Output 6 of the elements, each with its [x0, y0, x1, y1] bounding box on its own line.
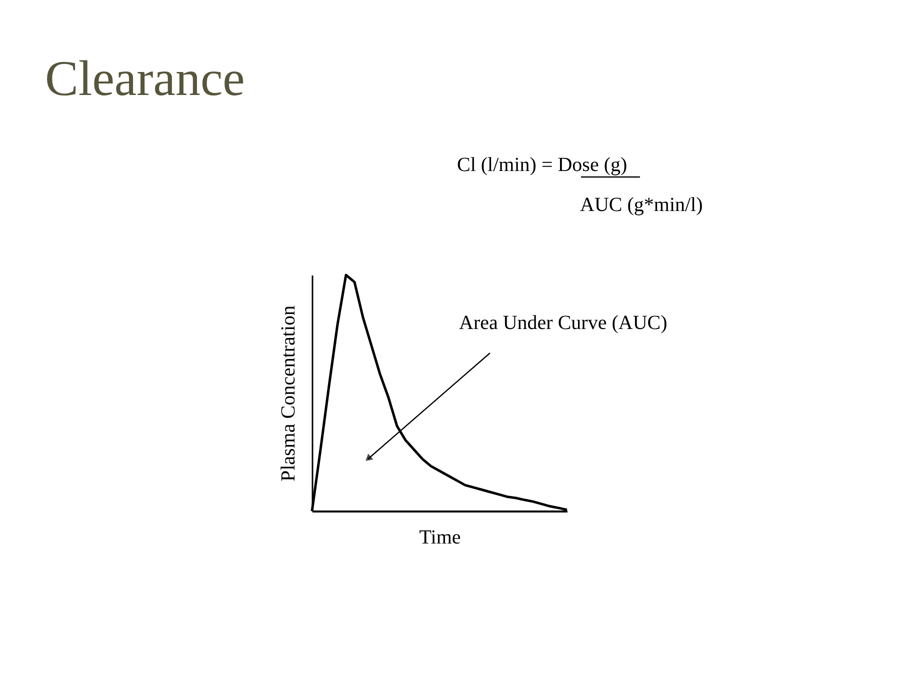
x-axis-title: Time: [419, 526, 461, 549]
chart-title: Clearance: [45, 50, 245, 106]
y-axis-title: Plasma Concentration: [278, 305, 300, 482]
text: Cl (l/min) = Dose (g): [457, 154, 628, 176]
text: AUC (g*min/l): [580, 194, 703, 216]
annotation: Area Under Curve (AUC): [459, 312, 668, 334]
